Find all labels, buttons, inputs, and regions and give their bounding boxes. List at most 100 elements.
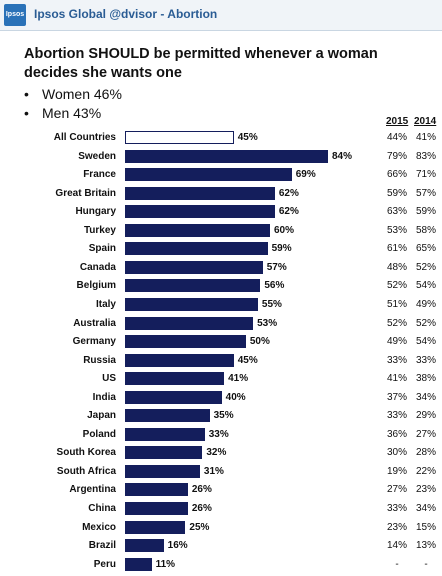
value-label-poland: 33%: [208, 428, 229, 440]
category-label-china: China: [88, 503, 116, 514]
bullet-women: • Women 46%: [24, 86, 122, 102]
value-label-south-korea: 32%: [206, 447, 227, 459]
cell-2015-japan: 33%: [386, 410, 407, 422]
bar-sweden: [125, 149, 328, 163]
cell-2015-germany: 49%: [386, 336, 407, 348]
category-label-russia: Russia: [83, 354, 116, 366]
category-label-hungary: Hungary: [75, 206, 116, 218]
category-label-south-africa: South Africa: [56, 465, 116, 477]
category-label-australia: Australia: [73, 317, 116, 329]
category-label-brazil: Brazil: [88, 540, 116, 552]
cell-2015-russia: 33%: [386, 354, 407, 366]
bullet-men: • Men 43%: [24, 105, 101, 121]
bar-japan: [125, 409, 210, 423]
cell-2015-canada: 48%: [386, 261, 407, 273]
cell-2015-spain: 61%: [386, 243, 407, 255]
cell-2015-australia: 52%: [386, 317, 407, 329]
cell-2015-italy: 51%: [386, 298, 407, 310]
cell-2014-argentina: 23%: [415, 484, 436, 496]
cell-2014-great-britain: 57%: [415, 187, 436, 199]
bar-italy: [125, 297, 258, 311]
category-label-france: France: [83, 169, 116, 181]
cell-2015-great-britain: 59%: [386, 187, 407, 199]
value-label-peru: 11%: [155, 558, 176, 570]
value-label-mexico: 25%: [189, 521, 210, 533]
category-label-india: India: [92, 391, 116, 403]
value-label-canada: 57%: [266, 261, 287, 273]
bar-china: [125, 502, 188, 515]
cell-2014-germany: 54%: [415, 336, 436, 348]
bullet-text-women: Women 46%: [42, 86, 122, 102]
value-label-germany: 50%: [249, 336, 270, 348]
value-label-turkey: 60%: [274, 224, 295, 236]
category-label-turkey: Turkey: [83, 224, 116, 236]
value-label-all-countries: 45%: [237, 132, 258, 143]
cell-2014-brazil: 13%: [415, 540, 436, 552]
category-label-spain: Spain: [88, 243, 116, 255]
bar-france: [125, 168, 292, 182]
value-label-australia: 53%: [257, 317, 278, 329]
value-label-italy: 55%: [261, 298, 282, 310]
cell-2015-mexico: 23%: [386, 521, 407, 533]
cell-2014-south-korea: 28%: [415, 447, 436, 459]
cell-2014-belgium: 54%: [415, 280, 436, 292]
cell-2015-hungary: 63%: [386, 206, 407, 218]
bar-belgium: [125, 279, 261, 293]
ipsos-logo: Ipsos: [4, 4, 26, 26]
chart-title: Abortion SHOULD be permitted whenever a …: [24, 46, 378, 81]
bullet-text-men: Men 43%: [42, 105, 102, 121]
cell-2015-belgium: 52%: [386, 280, 407, 292]
category-label-us: US: [102, 373, 116, 385]
category-label-south-korea: South Korea: [56, 447, 116, 459]
value-label-south-africa: 31%: [203, 465, 224, 477]
bar-india: [125, 390, 222, 404]
value-label-france: 69%: [295, 169, 316, 181]
bar-germany: [125, 335, 246, 349]
bar-all-countries: [125, 131, 234, 144]
category-label-poland: Poland: [82, 428, 116, 440]
cell-2015-china: 33%: [386, 503, 407, 514]
cell-2014-canada: 52%: [415, 261, 436, 273]
cell-2014-spain: 65%: [415, 243, 436, 255]
category-label-canada: Canada: [79, 261, 116, 273]
value-label-japan: 35%: [213, 410, 234, 422]
bar-australia: [125, 316, 254, 330]
value-label-india: 40%: [225, 391, 246, 403]
cell-2014-mexico: 15%: [415, 521, 436, 533]
bar-turkey: [125, 223, 270, 237]
cell-2014-poland: 27%: [415, 428, 436, 440]
cell-2014-south-africa: 22%: [415, 465, 436, 477]
cell-2014-china: 34%: [415, 503, 436, 514]
category-label-germany: Germany: [72, 336, 116, 348]
cell-2015-turkey: 53%: [386, 224, 407, 236]
value-label-russia: 45%: [237, 354, 258, 366]
cell-2015-south-korea: 30%: [386, 447, 407, 459]
category-label-great-britain: Great Britain: [55, 187, 116, 199]
bar-canada: [125, 260, 263, 274]
cell-2014-france: 71%: [415, 169, 436, 181]
cell-2015-france: 66%: [386, 169, 407, 181]
value-label-great-britain: 62%: [278, 187, 299, 199]
cell-2015-us: 41%: [386, 373, 407, 385]
bullet-dot: •: [24, 105, 29, 121]
category-label-argentina: Argentina: [69, 484, 116, 496]
bar-south-korea: [125, 446, 203, 460]
cell-2015-peru: -: [395, 558, 399, 570]
cell-2014-sweden: 83%: [415, 150, 436, 162]
category-label-belgium: Belgium: [76, 280, 116, 292]
bar-mexico: [125, 520, 186, 534]
cell-2014-hungary: 59%: [415, 206, 436, 218]
column-header-2015: 2015: [386, 116, 409, 127]
category-label-all-countries: All Countries: [53, 132, 116, 143]
bar-poland: [125, 427, 205, 441]
column-header-2014: 2014: [414, 116, 437, 127]
category-label-japan: Japan: [87, 410, 116, 422]
cell-2014-turkey: 58%: [415, 224, 436, 236]
value-label-brazil: 16%: [167, 540, 188, 552]
bar-brazil: [125, 539, 164, 553]
cell-2015-sweden: 79%: [386, 150, 407, 162]
value-label-us: 41%: [228, 373, 249, 385]
category-label-peru: Peru: [93, 558, 116, 570]
bar-hungary: [125, 205, 275, 219]
value-label-china: 26%: [191, 503, 212, 514]
